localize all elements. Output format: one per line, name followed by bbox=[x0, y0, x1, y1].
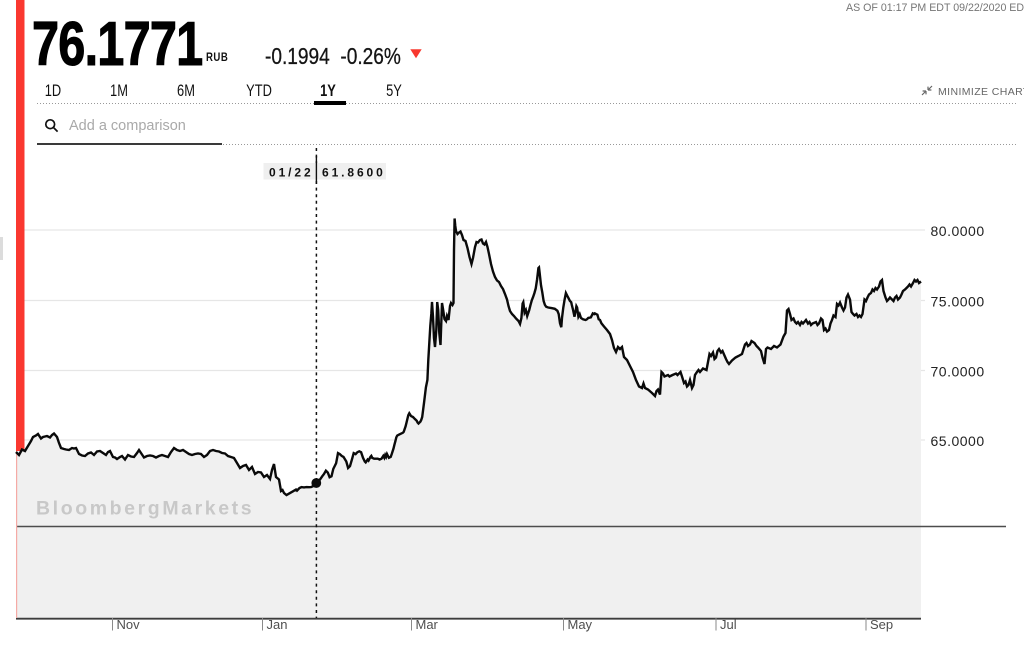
svg-text:Jan: Jan bbox=[267, 617, 288, 632]
svg-text:Nov: Nov bbox=[117, 617, 141, 632]
svg-text:61.8600: 61.8600 bbox=[322, 165, 386, 179]
svg-text:May: May bbox=[568, 617, 593, 632]
svg-text:01/22: 01/22 bbox=[269, 165, 314, 179]
svg-text:Sep: Sep bbox=[870, 617, 893, 632]
svg-text:65.0000: 65.0000 bbox=[931, 433, 985, 449]
svg-text:80.0000: 80.0000 bbox=[931, 223, 985, 239]
svg-text:BloombergMarkets: BloombergMarkets bbox=[36, 498, 254, 520]
svg-text:75.0000: 75.0000 bbox=[931, 294, 985, 310]
svg-text:70.0000: 70.0000 bbox=[931, 364, 985, 380]
svg-text:Mar: Mar bbox=[416, 617, 439, 632]
svg-text:Jul: Jul bbox=[720, 617, 737, 632]
